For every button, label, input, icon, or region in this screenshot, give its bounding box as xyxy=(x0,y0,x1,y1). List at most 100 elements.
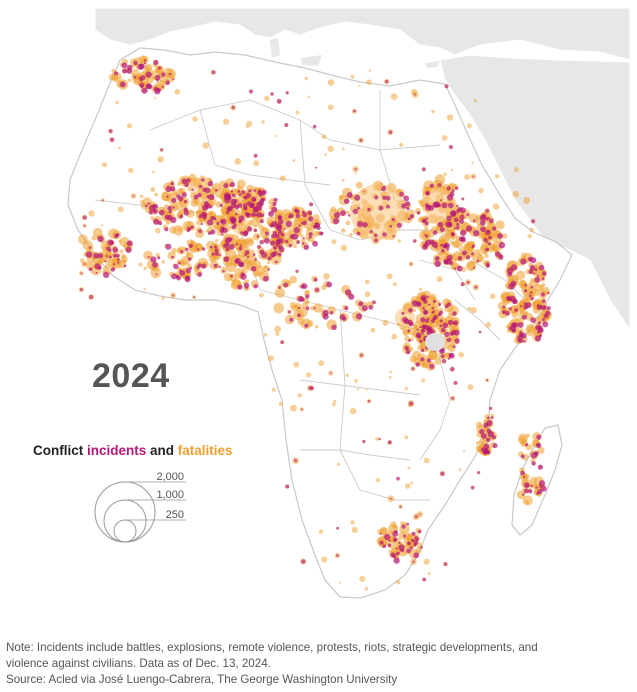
note-line-2: violence against civilians. Data as of D… xyxy=(6,657,271,670)
incident-dot xyxy=(201,178,205,182)
incident-dot xyxy=(312,240,318,247)
incident-dot xyxy=(157,256,161,260)
incident-dot xyxy=(331,324,337,330)
incident-dot xyxy=(160,148,164,152)
incident-dot xyxy=(314,222,319,226)
incident-dot xyxy=(444,331,450,338)
incident-dot xyxy=(211,70,216,75)
incident-dot xyxy=(401,524,406,529)
fatality-dot xyxy=(185,251,191,257)
fatality-dot xyxy=(244,257,251,264)
europe-landmass xyxy=(94,7,631,61)
fatality-dot xyxy=(163,205,167,208)
fatality-dot xyxy=(341,179,345,182)
incident-dot xyxy=(243,230,249,236)
incident-dot xyxy=(196,265,200,270)
incident-dot xyxy=(197,192,202,198)
incident-dot xyxy=(393,557,400,564)
incident-dot xyxy=(122,68,127,74)
fatality-dot xyxy=(518,308,526,315)
incident-dot xyxy=(204,187,211,194)
incident-dot xyxy=(93,252,100,259)
incident-dot xyxy=(431,311,435,314)
incident-dot xyxy=(448,202,454,209)
fatality-dot xyxy=(143,287,146,291)
incident-dot xyxy=(161,85,164,88)
incident-dot xyxy=(231,105,235,110)
fatality-dot xyxy=(341,228,346,233)
incident-dot xyxy=(517,322,524,328)
incident-dot xyxy=(119,81,126,88)
incident-dot xyxy=(459,207,466,214)
incident-dot xyxy=(432,230,438,235)
incident-dot xyxy=(523,302,527,306)
incident-dot xyxy=(453,217,459,223)
fatality-dot xyxy=(340,244,348,251)
incident-dot xyxy=(272,201,277,207)
fatality-dot xyxy=(424,226,429,231)
incident-dot xyxy=(168,72,172,76)
incident-dot xyxy=(246,255,250,259)
fatality-dot xyxy=(526,323,536,333)
incident-dot xyxy=(179,269,182,273)
incident-dot xyxy=(267,268,270,271)
fatality-dot xyxy=(452,236,455,239)
incident-dot xyxy=(530,291,533,294)
incident-dot xyxy=(546,306,551,311)
incident-dot xyxy=(288,243,292,248)
incident-dot xyxy=(302,237,305,240)
incident-dot xyxy=(483,443,490,450)
fatality-dot xyxy=(245,279,250,283)
incident-dot xyxy=(429,363,435,369)
incident-dot xyxy=(456,204,459,207)
incident-dot xyxy=(166,195,169,198)
fatality-dot xyxy=(475,441,480,446)
incident-dot xyxy=(345,289,352,296)
incident-dot xyxy=(97,253,104,259)
incident-dot xyxy=(413,552,420,559)
incident-dot xyxy=(440,227,445,233)
incident-dot xyxy=(322,309,329,317)
incident-dot xyxy=(302,220,308,226)
fatality-dot xyxy=(370,327,376,333)
fatality-dot xyxy=(299,234,304,238)
incident-dot xyxy=(243,282,250,288)
incident-dot xyxy=(231,225,236,230)
incident-dot xyxy=(359,353,363,357)
incident-dot xyxy=(235,243,238,246)
fatality-dot xyxy=(243,238,250,245)
fatality-dot xyxy=(88,210,95,217)
legend-circle-250 xyxy=(113,519,137,543)
incident-dot xyxy=(452,311,457,316)
incident-dot xyxy=(191,188,194,191)
incident-dot xyxy=(388,130,393,134)
incident-dot xyxy=(386,204,390,209)
incident-dot xyxy=(407,217,411,221)
incident-dot xyxy=(476,259,480,263)
incident-dot xyxy=(94,263,101,270)
fatality-dot xyxy=(537,446,545,454)
incident-dot xyxy=(395,552,398,556)
incident-dot xyxy=(508,283,515,290)
incident-dot xyxy=(425,239,432,246)
incident-dot xyxy=(80,272,83,275)
incident-dot xyxy=(498,242,506,249)
fatality-dot xyxy=(404,483,411,489)
incident-dot xyxy=(357,206,360,210)
fatality-dot xyxy=(327,145,334,152)
incident-dot xyxy=(540,292,546,297)
fatality-dot xyxy=(467,384,474,391)
incident-dot xyxy=(385,195,391,201)
incident-dot xyxy=(253,198,257,201)
incident-dot xyxy=(201,263,207,269)
incident-dot xyxy=(133,60,138,66)
incident-dot xyxy=(433,317,437,320)
fatality-dot xyxy=(236,179,246,189)
incident-dot xyxy=(202,212,208,217)
fatality-dot xyxy=(327,79,335,86)
incident-dot xyxy=(253,153,258,158)
fatality-dot xyxy=(261,120,265,124)
incident-dot xyxy=(444,84,449,89)
fatality-dot xyxy=(263,333,268,337)
fatality-dot xyxy=(473,99,477,103)
